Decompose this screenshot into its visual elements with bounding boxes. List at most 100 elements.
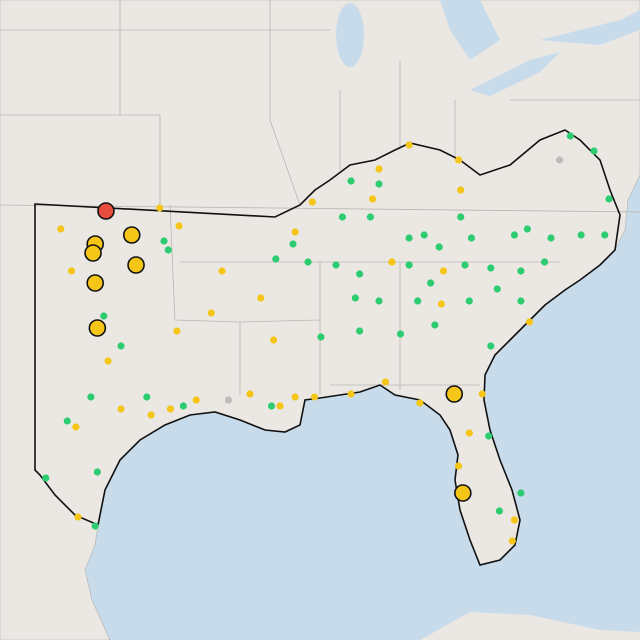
marker[interactable]: [510, 516, 519, 524]
marker[interactable]: [405, 234, 413, 242]
marker[interactable]: [67, 267, 76, 275]
marker[interactable]: [308, 198, 316, 206]
marker[interactable]: [93, 468, 101, 476]
marker[interactable]: [310, 393, 319, 401]
marker[interactable]: [590, 147, 598, 155]
marker[interactable]: [57, 225, 65, 233]
marker[interactable]: [478, 390, 486, 398]
marker[interactable]: [356, 327, 364, 335]
marker[interactable]: [356, 270, 364, 278]
marker[interactable]: [347, 390, 355, 398]
marker[interactable]: [523, 225, 531, 233]
marker[interactable]: [577, 231, 585, 239]
marker[interactable]: [366, 213, 374, 221]
marker[interactable]: [147, 411, 155, 419]
marker[interactable]: [347, 177, 355, 185]
marker[interactable]: [416, 399, 424, 407]
marker[interactable]: [42, 474, 50, 482]
marker[interactable]: [454, 484, 472, 502]
marker[interactable]: [375, 297, 383, 305]
marker[interactable]: [388, 258, 396, 266]
marker[interactable]: [87, 393, 95, 401]
marker[interactable]: [457, 186, 465, 194]
marker[interactable]: [605, 195, 613, 203]
marker[interactable]: [420, 231, 428, 239]
marker[interactable]: [375, 180, 383, 188]
marker[interactable]: [207, 309, 215, 317]
marker[interactable]: [601, 231, 609, 239]
marker[interactable]: [465, 429, 473, 437]
marker[interactable]: [547, 234, 555, 242]
marker[interactable]: [540, 258, 549, 266]
marker[interactable]: [381, 378, 390, 386]
marker[interactable]: [465, 297, 473, 305]
marker[interactable]: [375, 165, 383, 173]
marker[interactable]: [276, 402, 284, 410]
marker[interactable]: [84, 244, 102, 262]
marker[interactable]: [97, 202, 115, 220]
marker[interactable]: [179, 402, 187, 410]
marker[interactable]: [122, 226, 141, 244]
marker[interactable]: [495, 507, 503, 515]
marker[interactable]: [127, 256, 145, 274]
marker[interactable]: [368, 195, 377, 203]
marker[interactable]: [457, 213, 465, 221]
marker[interactable]: [289, 240, 297, 248]
marker[interactable]: [517, 489, 525, 497]
marker[interactable]: [405, 141, 413, 149]
marker[interactable]: [439, 267, 448, 275]
marker[interactable]: [431, 321, 439, 329]
marker[interactable]: [454, 156, 463, 164]
marker[interactable]: [74, 513, 82, 521]
marker[interactable]: [427, 279, 435, 287]
marker[interactable]: [414, 297, 422, 305]
marker[interactable]: [86, 274, 104, 292]
marker[interactable]: [525, 318, 534, 326]
marker[interactable]: [173, 327, 181, 335]
marker[interactable]: [257, 294, 265, 302]
marker[interactable]: [143, 393, 151, 401]
marker[interactable]: [493, 285, 501, 293]
marker[interactable]: [487, 342, 495, 350]
marker[interactable]: [104, 357, 112, 365]
marker[interactable]: [517, 297, 525, 305]
marker[interactable]: [454, 462, 463, 470]
marker[interactable]: [338, 213, 347, 221]
marker[interactable]: [461, 261, 469, 269]
marker[interactable]: [317, 333, 325, 341]
marker[interactable]: [291, 228, 299, 236]
marker[interactable]: [304, 258, 312, 266]
marker[interactable]: [91, 522, 99, 530]
marker[interactable]: [272, 255, 280, 263]
marker[interactable]: [437, 300, 445, 308]
marker[interactable]: [332, 261, 340, 269]
marker[interactable]: [192, 396, 200, 404]
marker[interactable]: [445, 385, 464, 403]
marker[interactable]: [510, 231, 519, 239]
marker[interactable]: [63, 417, 71, 425]
marker[interactable]: [508, 537, 516, 545]
marker[interactable]: [160, 237, 168, 245]
marker[interactable]: [117, 405, 125, 413]
marker[interactable]: [267, 402, 276, 410]
marker[interactable]: [485, 432, 493, 440]
marker[interactable]: [246, 390, 254, 398]
marker[interactable]: [164, 246, 172, 254]
marker[interactable]: [72, 423, 80, 431]
marker[interactable]: [396, 330, 405, 338]
marker[interactable]: [556, 156, 564, 164]
marker[interactable]: [270, 336, 278, 344]
marker[interactable]: [291, 393, 299, 401]
marker[interactable]: [88, 319, 107, 337]
marker[interactable]: [175, 222, 183, 230]
marker[interactable]: [435, 243, 443, 251]
marker[interactable]: [166, 405, 175, 413]
marker[interactable]: [566, 132, 574, 140]
marker[interactable]: [405, 261, 413, 269]
marker[interactable]: [156, 204, 164, 212]
marker[interactable]: [224, 396, 233, 404]
marker[interactable]: [117, 342, 125, 350]
marker[interactable]: [218, 267, 226, 275]
marker[interactable]: [487, 264, 495, 272]
marker[interactable]: [517, 267, 525, 275]
